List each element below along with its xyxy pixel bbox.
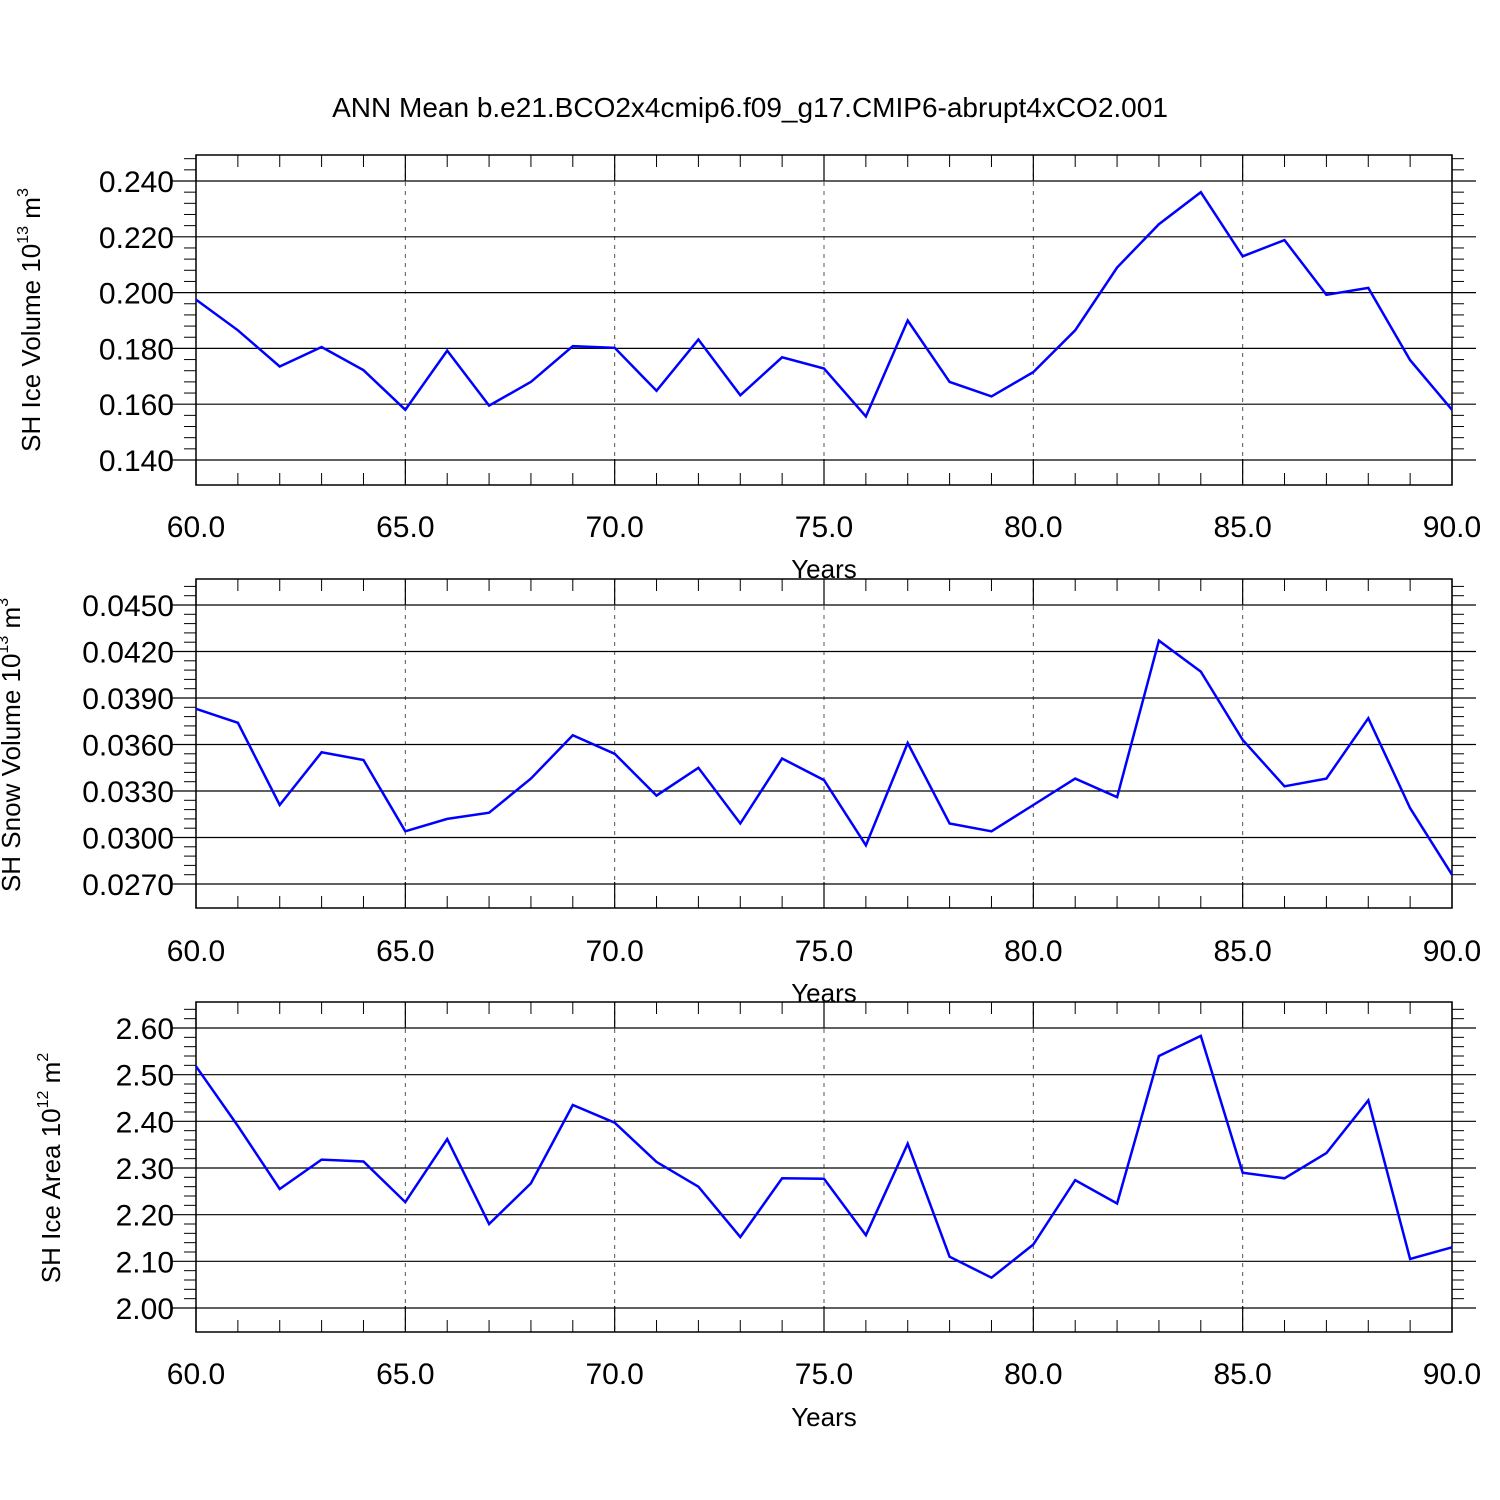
panel-1: 0.140 0.160 0.180 0.200 0.220 0.240 60.0 65.0 70…: [15, 154, 1481, 584]
y-tick-label: 0.0330: [82, 776, 174, 809]
series-line: [194, 1034, 1453, 1280]
x-tick-label: 85.0: [1213, 1358, 1271, 1391]
y-tick-label: 2.40: [116, 1106, 174, 1139]
x-tick-label: 65.0: [376, 1358, 434, 1391]
series-line: [195, 638, 1454, 876]
x-tick-label: 90.0: [1423, 1358, 1481, 1391]
y-tick-label: 2.00: [116, 1293, 174, 1326]
panel-2: 0.0270 0.0300 0.0330 0.0360 0.0390 0.0420 0.04…: [0, 578, 1481, 1008]
x-tick-label: 75.0: [795, 935, 853, 968]
y-tick-label: 0.0450: [82, 590, 174, 623]
y-tick-label: 0.0390: [82, 683, 174, 716]
x-tick-label: 85.0: [1213, 935, 1271, 968]
x-tick-label: 85.0: [1213, 511, 1271, 544]
y-tick-label: 0.140: [99, 445, 174, 478]
x-tick-label: 65.0: [376, 511, 434, 544]
x-tick-label: 70.0: [585, 1358, 643, 1391]
x-tick-label: 75.0: [795, 1358, 853, 1391]
y-tick-label: 0.0420: [82, 637, 174, 670]
x-tick-label: 65.0: [376, 935, 434, 968]
y-tick-label: 2.20: [116, 1200, 174, 1233]
x-axis-title: Years: [791, 1402, 857, 1432]
x-tick-label: 90.0: [1423, 935, 1481, 968]
series-line: [195, 190, 1453, 419]
x-tick-label: 80.0: [1004, 1358, 1062, 1391]
y-tick-label: 0.0300: [82, 823, 174, 856]
y-axis-title: SH Ice Area 1012 m2: [35, 1053, 66, 1284]
y-axis-title: SH Snow Volume 1013 m3: [0, 598, 26, 892]
y-axis-title: SH Ice Volume 1013 m3: [15, 188, 46, 452]
x-tick-label: 75.0: [795, 511, 853, 544]
y-tick-label: 0.200: [99, 278, 174, 311]
x-tick-label: 70.0: [585, 935, 643, 968]
x-tick-label: 60.0: [167, 935, 225, 968]
y-tick-label: 0.0270: [82, 869, 174, 902]
y-tick-label: 2.50: [116, 1060, 174, 1093]
chart-title: ANN Mean b.e21.BCO2x4cmip6.f09_g17.CMIP6…: [332, 92, 1168, 123]
x-tick-label: 70.0: [585, 511, 643, 544]
x-tick-label: 60.0: [167, 1358, 225, 1391]
y-tick-label: 0.0360: [82, 730, 174, 763]
y-tick-label: 0.180: [99, 333, 174, 366]
x-tick-label: 80.0: [1004, 511, 1062, 544]
y-tick-label: 0.160: [99, 389, 174, 422]
x-tick-label: 60.0: [167, 511, 225, 544]
y-tick-label: 2.10: [116, 1246, 174, 1279]
y-tick-label: 0.220: [99, 222, 174, 255]
y-tick-label: 2.60: [116, 1013, 174, 1046]
y-tick-label: 2.30: [116, 1153, 174, 1186]
panel-3: 2.00 2.10 2.20 2.30 2.40 2.50 2.60 60.0 65.0 70.0…: [35, 1001, 1481, 1432]
x-tick-label: 90.0: [1423, 511, 1481, 544]
x-tick-label: 80.0: [1004, 935, 1062, 968]
y-tick-label: 0.240: [99, 166, 174, 199]
